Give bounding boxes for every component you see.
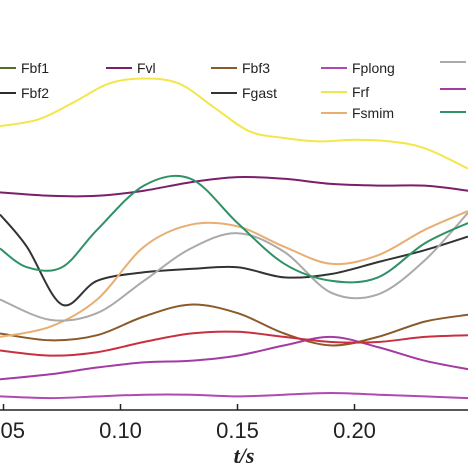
legend-label-fbf1: Fbf1 bbox=[21, 60, 49, 76]
legend-label-fbf3: Fbf3 bbox=[242, 60, 270, 76]
legend-label-fgast: Fgast bbox=[242, 85, 277, 101]
series-line-fgast bbox=[0, 213, 468, 307]
x-tick-label: 0.10 bbox=[99, 418, 142, 443]
series-line-unlabeled-9 bbox=[0, 335, 468, 381]
x-ticks: 0.05 0.10 0.15 0.20 bbox=[0, 404, 376, 443]
series-line-unlabeled-10 bbox=[0, 330, 468, 357]
x-tick-label: 0.20 bbox=[333, 418, 376, 443]
x-axis-title: t/s bbox=[234, 443, 255, 468]
legend-label-fbf2: Fbf2 bbox=[21, 85, 49, 101]
legend-label-fvl: Fvl bbox=[137, 60, 156, 76]
series-line-unlabeled-8 bbox=[0, 212, 468, 322]
legend-label-fplong: Fplong bbox=[352, 60, 395, 76]
series-line-frf bbox=[0, 77, 468, 170]
series-line-fsmim bbox=[0, 210, 468, 338]
series-lines bbox=[0, 77, 468, 400]
x-tick-label: 0.15 bbox=[216, 418, 259, 443]
legend-label-frf: Frf bbox=[352, 84, 369, 100]
series-line-fvl bbox=[0, 175, 468, 198]
series-line-unlabeled-11 bbox=[0, 174, 468, 284]
series-line-fbf3 bbox=[0, 303, 468, 347]
legend-label-fsmim: Fsmim bbox=[352, 105, 394, 121]
series-line-fplong bbox=[0, 391, 468, 400]
x-tick-label: 0.05 bbox=[0, 418, 25, 443]
legend: Fbf1 Fbf2 Fvl Fbf3 Fgast Fplong Frf Fsmim bbox=[0, 60, 466, 121]
